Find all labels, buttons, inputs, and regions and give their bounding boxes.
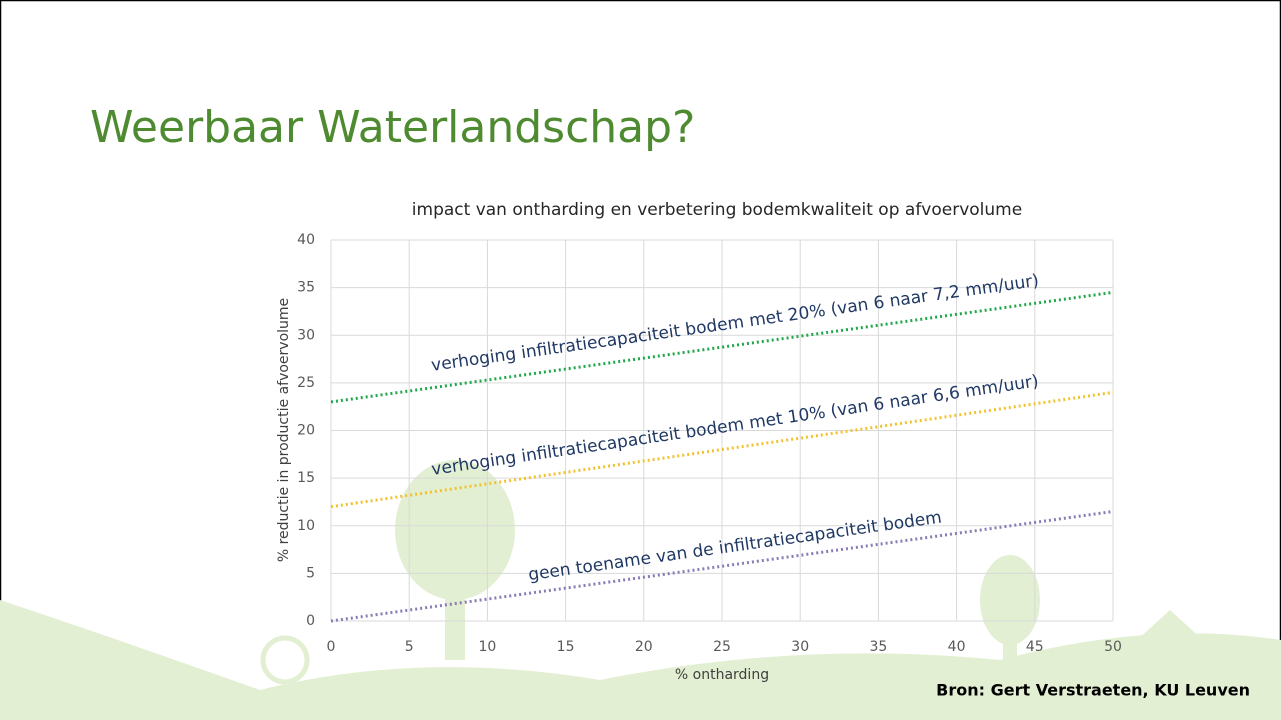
x-tick-label: 35: [869, 639, 887, 655]
y-tick-label: 40: [297, 232, 315, 248]
x-tick-label: 50: [1104, 639, 1122, 655]
y-tick-label: 20: [297, 423, 315, 439]
x-tick-label: 10: [478, 639, 496, 655]
x-tick-label: 0: [327, 639, 336, 655]
y-tick-label: 5: [306, 565, 315, 581]
y-tick-label: 15: [297, 470, 315, 486]
source: Bron: Gert Verstraeten, KU Leuven: [936, 681, 1250, 700]
x-tick-label: 15: [557, 639, 575, 655]
x-tick-label: 30: [791, 639, 809, 655]
y-axis-label: % reductie in productie afvoervolume: [276, 298, 292, 562]
x-tick-label: 20: [635, 639, 653, 655]
line: [330, 509, 1114, 623]
line: [330, 390, 1114, 509]
chart-title: impact van ontharding en verbetering bod…: [412, 200, 1022, 220]
landscape-background: [0, 460, 1281, 720]
x-tick-label: 25: [713, 639, 731, 655]
y-tick-label: 30: [297, 327, 315, 343]
y-tick-label: 35: [297, 280, 315, 296]
x-tick-label: 5: [405, 639, 414, 655]
y-tick-label: 10: [297, 518, 315, 534]
x-tick-label: 40: [948, 639, 966, 655]
x-tick-label: 45: [1026, 639, 1044, 655]
x-axis-label: % ontharding: [675, 667, 769, 683]
line: [330, 290, 1114, 404]
slide-title: Weerbaar Waterlandschap?: [90, 102, 695, 153]
y-tick-label: 25: [297, 375, 315, 391]
y-tick-label: 0: [306, 613, 315, 629]
